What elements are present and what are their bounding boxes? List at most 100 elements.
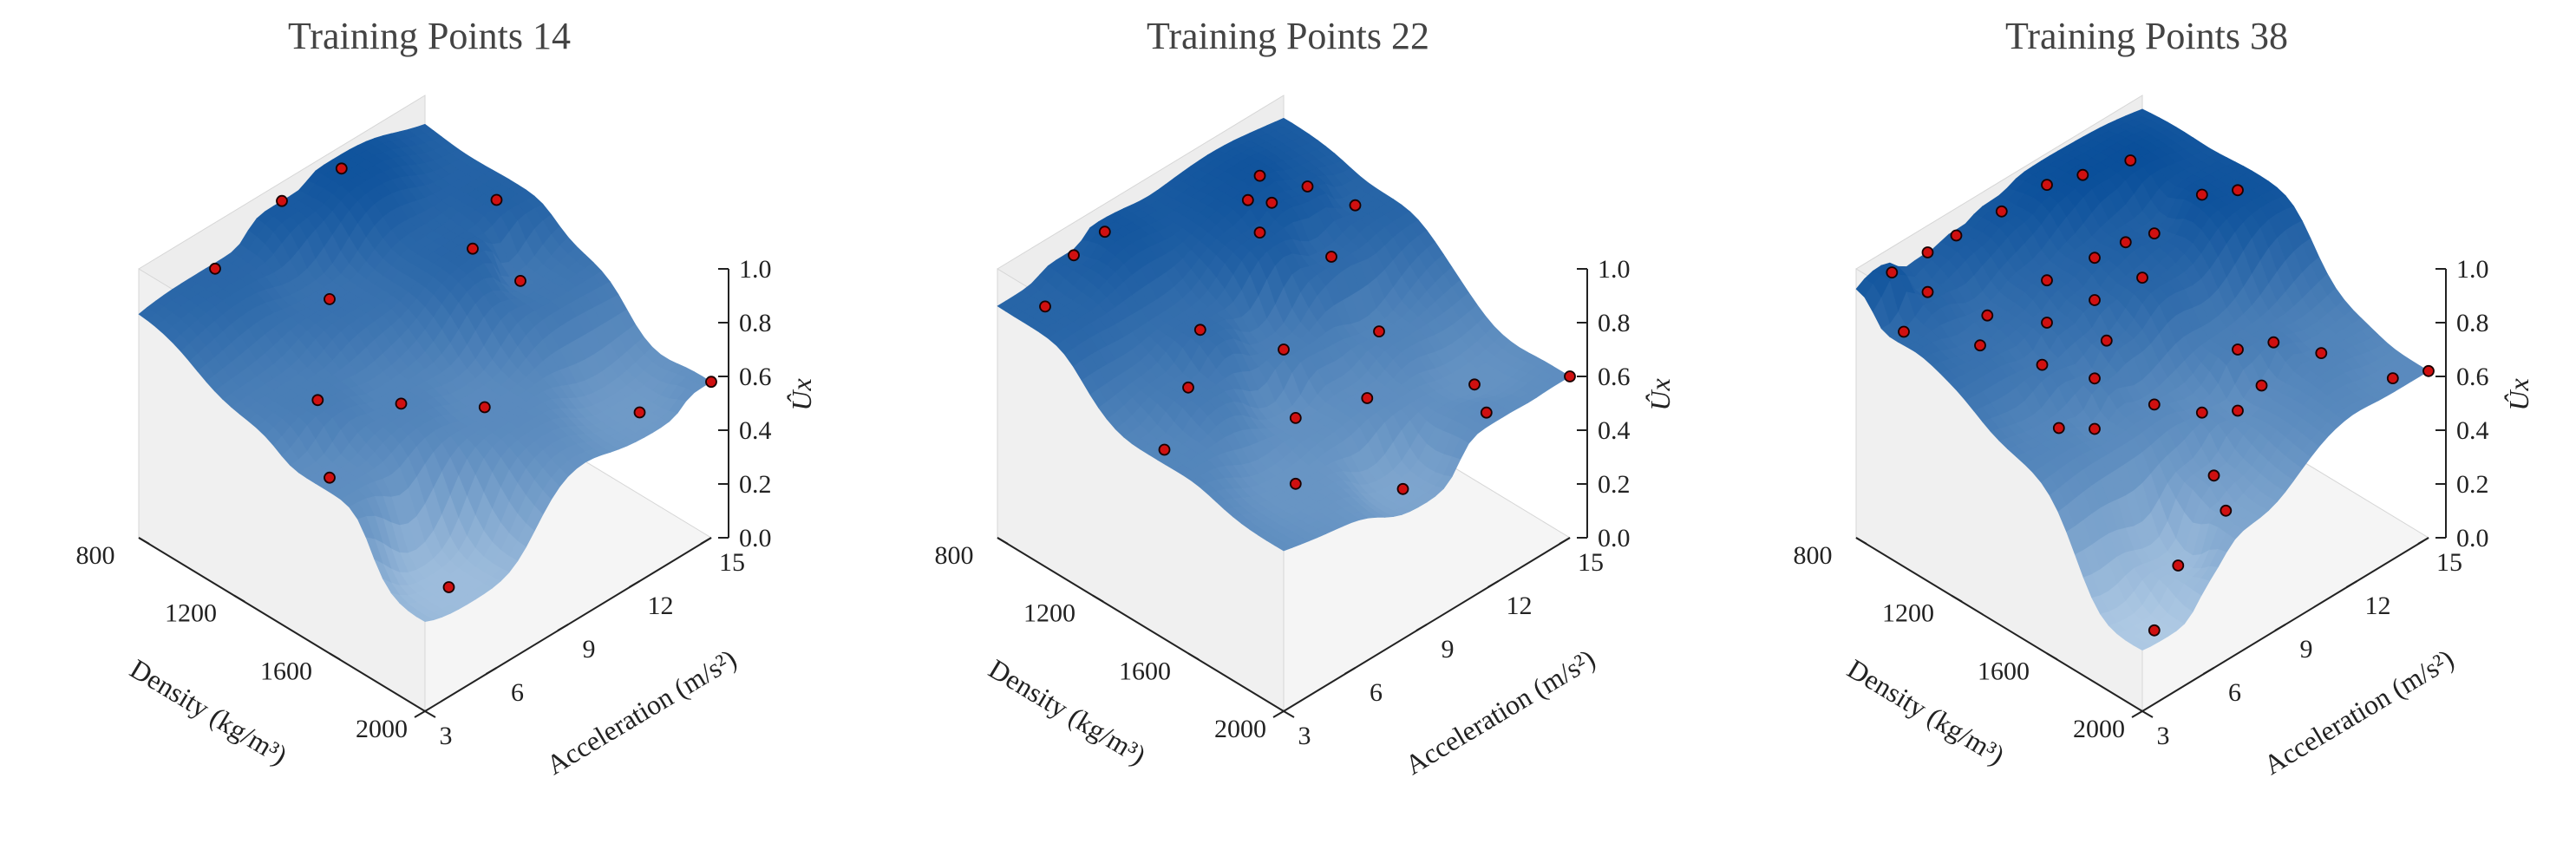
z-axis-label: Ûx (1644, 378, 1676, 410)
training-point (2195, 188, 2208, 201)
training-point (1995, 205, 2008, 218)
subplot-training-points-22: Training Points 22 800 1200 1600 2000 3 6 9 12 1… (859, 0, 1717, 863)
y-tick-label: 12 (2365, 592, 2391, 620)
y-tick-label: 6 (511, 678, 524, 707)
z-tick-label: 0.6 (1598, 363, 1631, 391)
x-tick-label: 2000 (2073, 715, 2125, 743)
training-point (2207, 469, 2220, 482)
training-point (1349, 199, 1362, 212)
y-tick (1559, 537, 1571, 545)
subplot-title: Training Points 14 (287, 15, 571, 57)
y-tick-label: 15 (2436, 548, 2462, 577)
y-tick (628, 580, 641, 588)
x-tick (424, 710, 436, 718)
training-point (2195, 406, 2208, 419)
training-point (1396, 482, 1409, 495)
x-tick (1092, 594, 1104, 603)
x-tick-label: 800 (76, 541, 115, 570)
training-point (467, 242, 479, 255)
subplot-training-points-14: Training Points 14 800 1200 1600 2000 3 6 9 12 1… (0, 0, 859, 863)
training-point (1974, 339, 1986, 352)
x-tick (2046, 652, 2058, 661)
training-point (2148, 227, 2161, 240)
training-point (1253, 226, 1266, 239)
x-tick (1187, 652, 1200, 661)
z-tick-label: 0.4 (739, 416, 772, 445)
z-tick-label: 1.0 (1598, 255, 1631, 284)
y-tick (1487, 580, 1500, 588)
y-axis-label: Acceleration (m/s²) (541, 643, 742, 781)
training-points (209, 162, 717, 593)
y-tick (2345, 580, 2358, 588)
y-tick (2274, 624, 2286, 631)
training-points (1039, 169, 1576, 495)
y-tick (2202, 667, 2215, 675)
training-point (2172, 559, 2185, 572)
training-point (2148, 624, 2161, 637)
surface (138, 123, 712, 623)
y-tick (1272, 710, 1285, 718)
training-point (2232, 404, 2244, 417)
training-point (324, 292, 336, 305)
y-tick-label: 9 (1442, 635, 1455, 664)
z-axis-label: Ûx (2503, 378, 2534, 410)
y-tick (1415, 624, 1428, 631)
y-tick (414, 710, 426, 718)
training-point (2089, 372, 2101, 385)
training-point (2124, 154, 2137, 167)
training-point (2089, 252, 2101, 265)
surface-facet (415, 615, 435, 623)
x-tick-label: 1600 (1978, 657, 2030, 685)
training-point (2119, 236, 2132, 249)
training-point (1886, 266, 1899, 279)
training-point (2220, 504, 2233, 517)
training-point (1921, 285, 1934, 298)
training-point (1098, 226, 1111, 239)
z-tick-label: 0.4 (1598, 416, 1631, 445)
x-tick (329, 652, 341, 661)
x-tick (997, 537, 1009, 545)
x-axis-line (997, 537, 1285, 712)
x-tick-label: 2000 (1214, 715, 1266, 743)
training-point (1039, 300, 1051, 313)
z-tick-label: 0.8 (739, 309, 772, 337)
training-point (1361, 392, 1374, 404)
training-point (2076, 168, 2089, 181)
y-axis-label: Acceleration (m/s²) (2259, 643, 2460, 781)
training-point (1480, 406, 1493, 419)
z-tick-label: 0.8 (1598, 309, 1631, 337)
training-point (478, 401, 491, 414)
x-tick-label: 800 (1794, 541, 1833, 570)
training-point (2052, 422, 2065, 435)
z-tick-label: 1.0 (2456, 255, 2489, 284)
y-tick-label: 12 (1507, 592, 1533, 620)
training-point (2136, 271, 2148, 284)
surface-plot-3d: 800 1200 1600 2000 3 6 9 12 150.0 0.2 0.4 0.6 0.8 1.0… (935, 95, 1676, 781)
training-point (2315, 347, 2328, 360)
z-tick-label: 0.0 (1598, 524, 1631, 552)
z-tick-label: 0.2 (739, 470, 772, 499)
training-point (2422, 364, 2435, 377)
training-point (1468, 378, 1481, 391)
x-tick (1855, 537, 1867, 545)
training-point (1950, 229, 1963, 242)
training-point (2041, 179, 2053, 192)
y-tick (557, 624, 569, 631)
training-point (335, 162, 348, 175)
y-tick-label: 9 (2300, 635, 2313, 664)
training-point (276, 194, 288, 207)
x-axis-line (1855, 537, 2143, 712)
training-point (1253, 169, 1266, 182)
training-point (395, 397, 408, 410)
training-point (2148, 398, 2161, 411)
training-point (1898, 325, 1910, 338)
training-point (1289, 477, 1302, 490)
y-tick-label: 3 (2157, 722, 2170, 750)
x-tick (2141, 710, 2154, 718)
z-tick-label: 0.0 (739, 524, 772, 552)
z-axis-label: Ûx (786, 378, 817, 410)
training-point (1301, 180, 1314, 193)
training-point (2041, 274, 2053, 287)
y-tick (2131, 710, 2143, 718)
training-point (1182, 381, 1194, 394)
